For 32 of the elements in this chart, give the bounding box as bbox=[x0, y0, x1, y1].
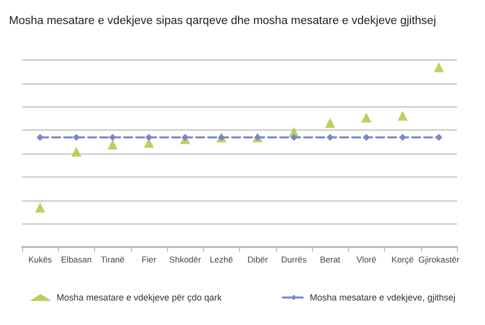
x-tick-label: Fier bbox=[142, 254, 156, 264]
x-tick-label: Berat bbox=[320, 254, 341, 264]
x-tick-label: Lezhë bbox=[210, 254, 234, 264]
point bbox=[434, 62, 444, 72]
x-tick-label: Kukës bbox=[28, 254, 52, 264]
x-tick-label: Vlorë bbox=[356, 254, 377, 264]
point bbox=[182, 134, 189, 141]
x-tick-label: Gjirokastër bbox=[418, 254, 460, 264]
point bbox=[72, 134, 80, 141]
x-tick-label: Elbasan bbox=[61, 254, 92, 264]
point bbox=[290, 134, 298, 141]
point bbox=[71, 146, 82, 157]
x-tick-label: Tiranë bbox=[100, 254, 125, 264]
x-tick-label: Dibër bbox=[247, 254, 268, 264]
point bbox=[326, 134, 334, 141]
point bbox=[398, 110, 408, 121]
point bbox=[35, 202, 46, 212]
legend-label: Mosha mesatare e vdekjeve, gjithsej bbox=[310, 292, 456, 302]
x-tick-label: Korçë bbox=[392, 254, 414, 264]
chart-title: Mosha mesatare e vdekjeve sipas qarqeve dhe mosha mesatare e vdekjeve gjithsej bbox=[9, 15, 436, 27]
point bbox=[362, 134, 370, 141]
point bbox=[435, 134, 442, 141]
x-tick-label: Shkodër bbox=[169, 254, 202, 264]
point bbox=[109, 134, 116, 141]
point bbox=[36, 134, 44, 141]
legend-label: Mosha mesatare e vdekjeve për çdo qark bbox=[56, 292, 222, 302]
point bbox=[361, 112, 372, 123]
x-tick-label: Durrës bbox=[281, 254, 307, 264]
point bbox=[399, 134, 406, 141]
point bbox=[145, 134, 152, 141]
point bbox=[325, 118, 336, 128]
point bbox=[108, 140, 118, 150]
